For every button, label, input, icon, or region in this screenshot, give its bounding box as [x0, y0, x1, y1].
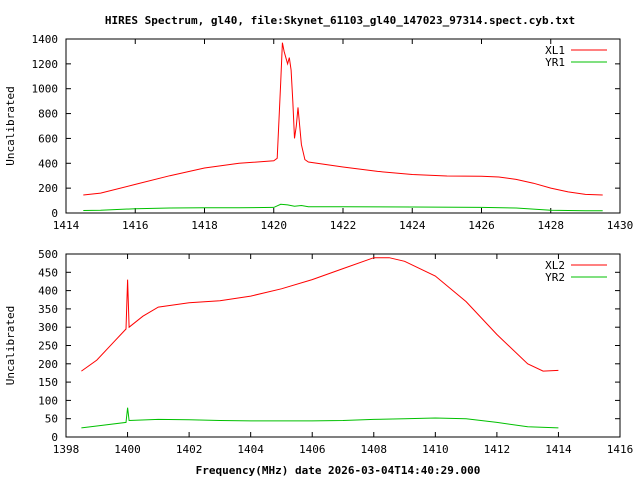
y-tick-label: 1000 — [32, 83, 59, 96]
y-tick-label: 600 — [38, 132, 58, 145]
series-line-YR2 — [81, 407, 559, 429]
x-tick-label: 1412 — [484, 443, 511, 456]
y-tick-label: 350 — [38, 303, 58, 316]
series-line-XL1 — [83, 42, 603, 196]
y-tick-label: 200 — [38, 182, 58, 195]
y-tick-label: 1400 — [32, 33, 59, 46]
x-tick-label: 1406 — [299, 443, 326, 456]
x-tick-label: 1424 — [399, 219, 426, 232]
plot-2: 1398 1400 1402 1404 1406 1408 1410 1412 1414 1416… — [4, 248, 633, 456]
y-tick-label: 400 — [38, 157, 58, 170]
x-tick-label: 1428 — [538, 219, 565, 232]
y-tick-label: 450 — [38, 266, 58, 279]
plot-frame — [65, 38, 621, 214]
y-axis-label: Uncalibrated — [4, 306, 17, 385]
x-tick-label: 1420 — [261, 219, 288, 232]
x-tick-label: 1402 — [176, 443, 203, 456]
legend-label: YR2 — [545, 271, 565, 284]
x-tick-label: 1418 — [191, 219, 218, 232]
legend-label: YR1 — [545, 56, 565, 69]
y-tick-label: 0 — [51, 431, 58, 444]
y-axis-label: Uncalibrated — [4, 86, 17, 165]
series-line-YR1 — [83, 203, 603, 212]
x-tick-label: 1422 — [330, 219, 357, 232]
x-axis-label: Frequency(MHz) date 2026-03-04T14:40:29.… — [196, 464, 481, 477]
x-tick-label: 1416 — [607, 443, 634, 456]
y-tick-label: 300 — [38, 321, 58, 334]
y-tick-label: 150 — [38, 376, 58, 389]
y-tick-label: 500 — [38, 248, 58, 261]
y-tick-label: 400 — [38, 285, 58, 298]
x-tick-label: 1410 — [422, 443, 449, 456]
legend-label: XL2 — [545, 259, 565, 272]
y-tick-label: 200 — [38, 358, 58, 371]
chart-title: HIRES Spectrum, gl40, file:Skynet_61103_… — [105, 14, 575, 27]
plot-frame — [65, 253, 621, 438]
x-tick-label: 1408 — [361, 443, 388, 456]
series-line-XL2 — [81, 257, 559, 372]
x-tick-label: 1414 — [545, 443, 572, 456]
y-tick-label: 0 — [51, 207, 58, 220]
y-tick-label: 50 — [45, 413, 58, 426]
y-tick-label: 1200 — [32, 58, 59, 71]
x-tick-label: 1400 — [114, 443, 141, 456]
x-tick-label: 1404 — [237, 443, 264, 456]
x-tick-label: 1430 — [607, 219, 634, 232]
legend-label: XL1 — [545, 44, 565, 57]
x-tick-label: 1398 — [53, 443, 80, 456]
y-tick-label: 800 — [38, 108, 58, 121]
x-tick-label: 1414 — [53, 219, 80, 232]
x-tick-label: 1426 — [468, 219, 495, 232]
y-tick-label: 100 — [38, 394, 58, 407]
plot-1: 1414 1416 1418 1420 1422 1424 1426 1428 1430 0 200… — [4, 33, 633, 232]
y-tick-label: 250 — [38, 340, 58, 353]
x-tick-label: 1416 — [122, 219, 149, 232]
